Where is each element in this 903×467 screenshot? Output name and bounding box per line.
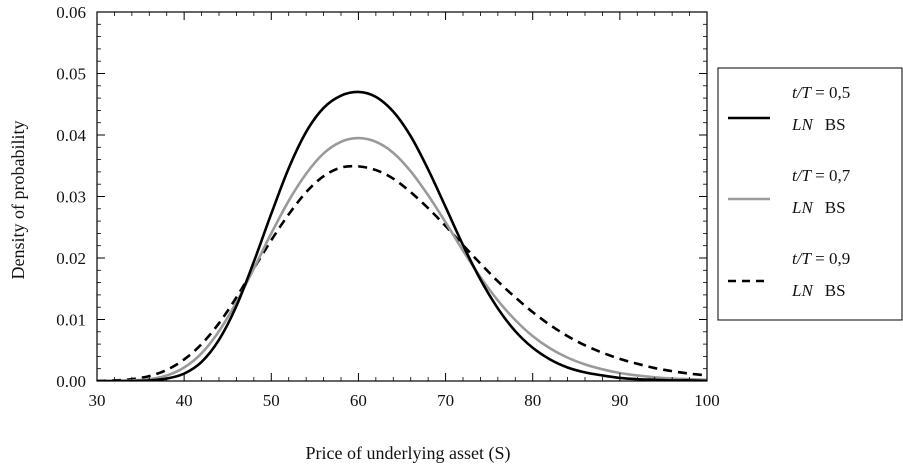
x-tick-label: 40 [176, 391, 193, 410]
x-tick-label: 90 [611, 391, 628, 410]
x-tick-label: 100 [694, 391, 720, 410]
legend-label-var: t/T [792, 166, 812, 185]
axes: 30 40 50 60 70 80 90 100 0.00 0.01 0.02 0.03 0.04 0.0… [56, 3, 720, 410]
x-tick-label: 30 [89, 391, 106, 410]
legend-label-3: t/T = 0,9 [792, 249, 850, 268]
y-tick-label: 0.01 [56, 311, 86, 330]
plot-frame [96, 11, 708, 382]
legend-sublabel-ln: LN [791, 198, 814, 217]
legend-sublabel-bs: BS [825, 281, 846, 300]
legend-label-eq: = 0,9 [811, 249, 850, 268]
series-line-3 [97, 164, 707, 381]
legend-label-1: t/T = 0,5 [792, 83, 850, 102]
legend-sublabel-bs: BS [825, 198, 846, 217]
series-line-2 [97, 136, 707, 381]
legend-sublabel-ln: LN [791, 115, 814, 134]
legend-label-var: t/T [792, 249, 812, 268]
legend-sublabel-1: LN BS [791, 115, 846, 134]
y-axis-title: Density of probability [8, 121, 28, 280]
legend-label-2: t/T = 0,7 [792, 166, 851, 185]
y-tick-label: 0.00 [56, 372, 86, 391]
legend-label-eq: = 0,5 [811, 83, 850, 102]
legend-sublabel-2: LN BS [791, 198, 846, 217]
legend-sublabel-ln: LN [791, 281, 814, 300]
legend-label-eq: = 0,7 [811, 166, 851, 185]
legend: t/T = 0,5 LN BS t/T = 0,7 LN BS t/T = 0,9 LN BS [717, 67, 903, 321]
x-tick-label: 60 [350, 391, 367, 410]
plot-area [97, 90, 707, 381]
y-tick-label: 0.05 [56, 65, 86, 84]
y-tick-label: 0.04 [56, 126, 86, 145]
legend-sublabel-bs: BS [825, 115, 846, 134]
y-tick-label: 0.02 [56, 249, 86, 268]
x-axis-title: Price of underlying asset (S) [306, 443, 511, 464]
y-tick-label: 0.03 [56, 188, 86, 207]
legend-label-var: t/T [792, 83, 812, 102]
x-tick-label: 50 [263, 391, 280, 410]
x-tick-label: 70 [437, 391, 454, 410]
y-tick-label: 0.06 [56, 3, 86, 22]
legend-sublabel-3: LN BS [791, 281, 846, 300]
x-tick-label: 80 [524, 391, 541, 410]
legend-box [717, 67, 903, 321]
series-line-1 [97, 90, 707, 381]
